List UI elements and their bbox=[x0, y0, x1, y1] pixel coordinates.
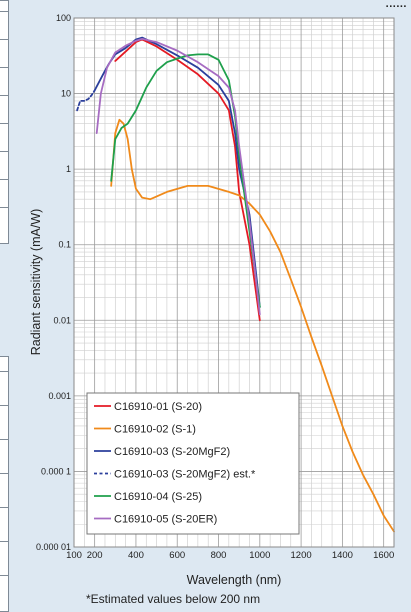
x-tick-label: 600 bbox=[169, 550, 185, 561]
x-axis-label: Wavelength (nm) bbox=[187, 573, 282, 587]
series-line-2 bbox=[110, 118, 395, 533]
y-tick-label: 1 bbox=[66, 164, 71, 174]
y-tick-label: 0.000 1 bbox=[41, 466, 71, 476]
y-tick-label: 10 bbox=[61, 89, 71, 99]
x-tick-label: 1400 bbox=[332, 550, 353, 561]
x-tick-label: 1600 bbox=[373, 550, 394, 561]
header-fragment: ...... bbox=[385, 0, 407, 10]
legend-label: C16910-04 (S-25) bbox=[114, 491, 202, 503]
x-tick-label: 200 bbox=[87, 550, 103, 561]
series-line-4 bbox=[76, 89, 96, 112]
legend-label: C16910-02 (S-1) bbox=[114, 424, 196, 436]
y-axis-label: Radiant sensitivity (mA/W) bbox=[29, 209, 43, 356]
series-layer bbox=[76, 36, 395, 533]
plot-frame bbox=[73, 17, 395, 548]
series-line-1 bbox=[114, 38, 261, 322]
y-tick-label: 0.000 01 bbox=[36, 542, 71, 552]
legend-label: C16910-03 (S-20MgF2) bbox=[114, 446, 230, 458]
x-tick-label: 1000 bbox=[249, 550, 270, 561]
y-tick-label: 100 bbox=[56, 13, 71, 23]
footnote: *Estimated values below 200 nm bbox=[86, 592, 261, 606]
y-tick-label: 0.001 bbox=[48, 391, 71, 401]
x-tick-label: 800 bbox=[211, 550, 227, 561]
x-axis-ticks: 100 200 400 600 800 1000 1200 1400 1600 bbox=[66, 550, 394, 561]
legend-label: C16910-03 (S-20MgF2) est.* bbox=[114, 469, 256, 481]
legend-box bbox=[86, 392, 300, 535]
legend: C16910-01 (S-20) C16910-02 (S-1) C16910-03… bbox=[86, 392, 300, 535]
x-tick-label: 400 bbox=[128, 550, 144, 561]
x-tick-label: 100 bbox=[66, 550, 82, 561]
legend-label: C16910-05 (S-20ER) bbox=[114, 514, 217, 526]
left-table-fragment-top bbox=[0, 0, 9, 244]
y-axis-ticks: 0.000 01 0.000 1 0.001 0.01 0.1 1 10 100 bbox=[36, 13, 71, 552]
y-tick-label: 0.1 bbox=[58, 240, 71, 250]
legend-label: C16910-01 (S-20) bbox=[114, 401, 202, 413]
x-tick-label: 1200 bbox=[291, 550, 312, 561]
series-line-6 bbox=[95, 37, 261, 316]
y-tick-label: 0.01 bbox=[53, 315, 71, 325]
